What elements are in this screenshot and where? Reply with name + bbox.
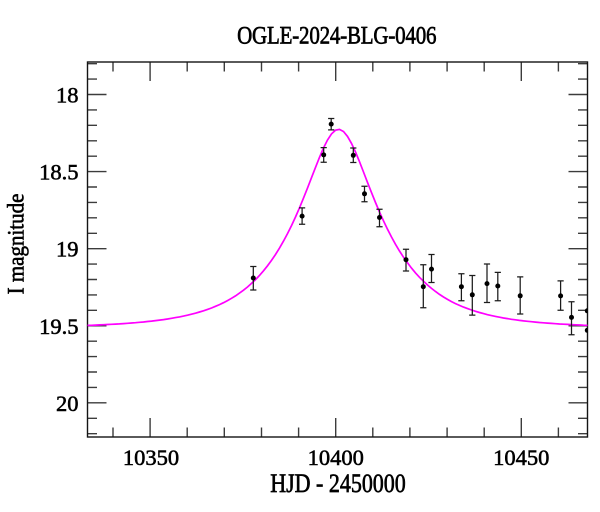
svg-text:19.5: 19.5 <box>39 314 78 339</box>
svg-text:20: 20 <box>56 391 79 416</box>
svg-text:10400: 10400 <box>308 445 364 470</box>
svg-text:18: 18 <box>56 83 79 108</box>
svg-text:I magnitude: I magnitude <box>2 193 28 294</box>
svg-text:HJD - 2450000: HJD - 2450000 <box>270 470 406 498</box>
svg-text:10350: 10350 <box>123 445 179 470</box>
svg-text:OGLE-2024-BLG-0406: OGLE-2024-BLG-0406 <box>237 22 436 50</box>
svg-text:19: 19 <box>56 237 79 262</box>
svg-text:18.5: 18.5 <box>39 160 78 185</box>
svg-text:10450: 10450 <box>493 445 549 470</box>
